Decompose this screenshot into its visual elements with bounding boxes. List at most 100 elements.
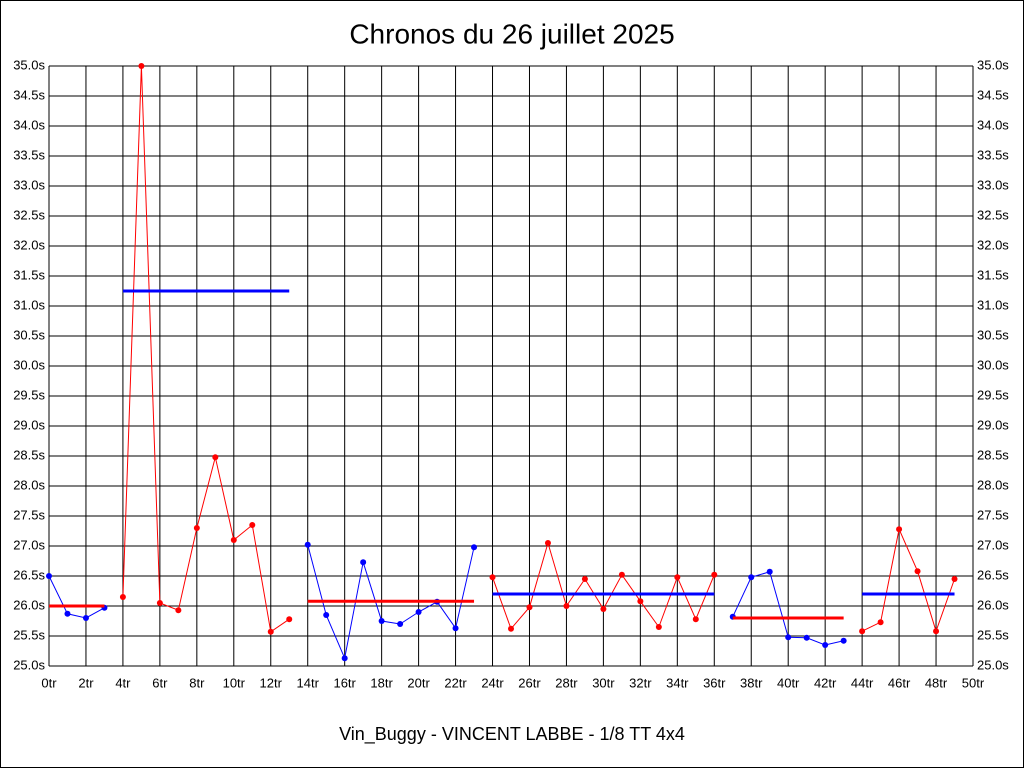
y-tick-label: 30.0s [13, 357, 45, 372]
y-tick-label-right: 34.0s [977, 117, 1009, 132]
y-tick-label-right: 29.0s [977, 417, 1009, 432]
y-tick-label: 33.0s [13, 177, 45, 192]
y-tick-label-right: 25.5s [977, 627, 1009, 642]
lap-point [933, 628, 940, 635]
y-tick-label-right: 27.5s [977, 507, 1009, 522]
lap-point [230, 537, 237, 543]
x-tick-label: 32tr [629, 675, 652, 690]
y-tick-label-right: 31.0s [977, 297, 1009, 312]
y-tick-label: 32.0s [13, 237, 45, 252]
lap-point [766, 568, 773, 575]
y-tick-label-right: 26.5s [977, 567, 1009, 582]
x-tick-label: 6tr [152, 675, 168, 690]
lap-point [46, 573, 52, 579]
lap-point [64, 610, 71, 617]
x-tick-label: 12tr [260, 675, 283, 690]
lap-point [489, 574, 496, 581]
lap-point [267, 628, 274, 635]
x-tick-label: 0tr [41, 675, 57, 690]
lap-point [249, 522, 256, 528]
x-tick-label: 4tr [115, 675, 131, 690]
lap-point [803, 634, 810, 641]
y-tick-label-right: 26.0s [977, 597, 1009, 612]
y-tick-label: 28.5s [13, 447, 45, 462]
lap-point [175, 607, 182, 614]
chart-title: Chronos du 26 juillet 2025 [349, 18, 674, 49]
lap-point [452, 625, 459, 632]
x-tick-label: 24tr [481, 675, 504, 690]
lap-line [861, 527, 955, 633]
y-tick-label: 29.5s [13, 387, 45, 402]
lap-point [655, 624, 662, 630]
y-tick-label: 25.0s [13, 657, 45, 672]
lap-point [859, 628, 866, 635]
x-tick-label: 18tr [370, 675, 393, 690]
lap-point [323, 612, 330, 618]
y-tick-label: 27.5s [13, 507, 45, 522]
lap-point [674, 574, 681, 581]
y-tick-label: 27.0s [13, 537, 45, 552]
lap-point [156, 600, 163, 606]
y-tick-label-right: 33.0s [977, 177, 1009, 192]
y-tick-label-right: 29.5s [977, 387, 1009, 402]
y-tick-label: 30.5s [13, 327, 45, 342]
lap-point [840, 637, 847, 644]
y-tick-label-right: 25.0s [977, 657, 1009, 672]
x-tick-label: 30tr [592, 675, 615, 690]
lap-point [951, 576, 958, 582]
lap-point [914, 568, 921, 575]
lap-point [637, 598, 644, 605]
y-tick-label-right: 35.0s [977, 57, 1009, 72]
lap-point [193, 525, 200, 531]
lap-point [415, 609, 422, 615]
y-tick-label-right: 32.5s [977, 207, 1009, 222]
x-tick-label: 44tr [851, 675, 874, 690]
lap-point [341, 655, 348, 662]
lap-point [748, 574, 755, 581]
y-tick-label-right: 34.5s [977, 87, 1009, 102]
y-tick-label: 26.5s [13, 567, 45, 582]
x-tick-label: 36tr [703, 675, 726, 690]
x-tick-label: 42tr [814, 675, 837, 690]
x-tick-label: 26tr [518, 675, 541, 690]
lap-point [304, 541, 311, 548]
x-tick-label: 2tr [78, 675, 94, 690]
lap-point [600, 606, 607, 612]
lap-point [119, 594, 126, 600]
x-tick-label: 28tr [555, 675, 578, 690]
lap-point [581, 576, 588, 582]
y-tick-label: 32.5s [13, 207, 45, 222]
x-tick-label: 46tr [888, 675, 911, 690]
x-tick-label: 50tr [962, 675, 985, 690]
lap-line [122, 65, 290, 633]
y-tick-label-right: 30.0s [977, 357, 1009, 372]
lap-point [785, 634, 792, 641]
x-tick-label: 14tr [297, 675, 320, 690]
lap-point [896, 526, 903, 533]
y-tick-label-right: 30.5s [977, 327, 1009, 342]
lap-point [138, 63, 145, 69]
x-tick-label: 40tr [777, 675, 800, 690]
lap-point [877, 619, 884, 626]
y-tick-label-right: 28.0s [977, 477, 1009, 492]
y-tick-label: 31.0s [13, 297, 45, 312]
y-tick-label-right: 28.5s [977, 447, 1009, 462]
x-tick-label: 20tr [407, 675, 430, 690]
lap-point [286, 616, 293, 623]
lap-line [307, 544, 475, 660]
y-tick-label: 29.0s [13, 417, 45, 432]
y-tick-label-right: 31.5s [977, 267, 1009, 282]
y-tick-label: 26.0s [13, 597, 45, 612]
x-tick-label: 10tr [223, 675, 246, 690]
lap-point [378, 618, 385, 624]
lap-point [618, 571, 625, 578]
x-tick-label: 48tr [925, 675, 948, 690]
lap-point [544, 540, 551, 546]
y-tick-label-right: 33.5s [977, 147, 1009, 162]
y-tick-label: 31.5s [13, 267, 45, 282]
lap-point [526, 604, 533, 611]
y-tick-label-right: 32.0s [977, 237, 1009, 252]
x-axis-label: Vin_Buggy - VINCENT LABBE - 1/8 TT 4x4 [339, 724, 685, 745]
